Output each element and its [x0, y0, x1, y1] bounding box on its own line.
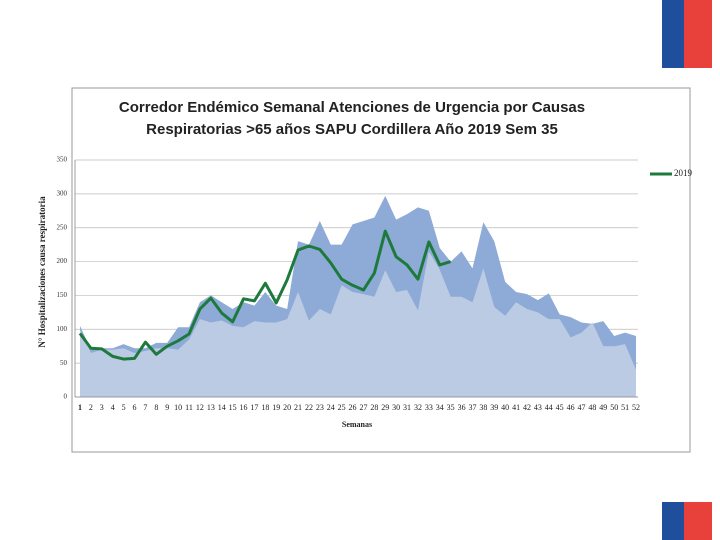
x-tick-label: 24: [327, 403, 335, 412]
x-tick-label: 20: [283, 403, 291, 412]
x-tick-label: 33: [425, 403, 433, 412]
x-tick-label: 4: [111, 403, 115, 412]
y-axis-label: N° Hospitalizaciones causa respiratoria: [37, 196, 47, 348]
x-tick-label: 9: [165, 403, 169, 412]
x-tick-label: 44: [545, 403, 553, 412]
x-tick-label: 49: [599, 403, 607, 412]
y-tick-label: 300: [57, 189, 68, 197]
x-tick-label: 36: [458, 403, 466, 412]
flag-red: [684, 0, 712, 68]
x-tick-label: 29: [381, 403, 389, 412]
y-tick-label: 50: [60, 359, 68, 367]
x-tick-label: 27: [359, 403, 367, 412]
x-tick-label: 2: [89, 403, 93, 412]
x-tick-label: 45: [556, 403, 564, 412]
x-tick-label: 52: [632, 403, 640, 412]
x-tick-label: 51: [621, 403, 629, 412]
y-tick-label: 0: [64, 393, 68, 401]
line: [78, 229, 452, 361]
y-tick-label: 350: [57, 156, 68, 164]
flag-blue: [662, 502, 684, 540]
y-tick-label: 100: [57, 325, 68, 333]
x-tick-label: 48: [588, 403, 596, 412]
x-tick-label: 3: [100, 403, 104, 412]
x-tick-label: 46: [567, 403, 575, 412]
x-tick-label: 43: [534, 403, 542, 412]
x-tick-label: 15: [229, 403, 237, 412]
x-tick-label: 14: [218, 403, 226, 412]
x-tick-label: 8: [154, 403, 158, 412]
y-tick-label: 150: [57, 291, 68, 299]
x-tick-label: 34: [436, 403, 444, 412]
chart-title: Respiratorias >65 años SAPU Cordillera A…: [146, 121, 558, 138]
x-tick-label: 16: [240, 403, 248, 412]
x-tick-label: 47: [577, 403, 585, 412]
x-tick-label: 6: [133, 403, 137, 412]
x-tick-label: 26: [349, 403, 357, 412]
x-tick-label: 32: [414, 403, 422, 412]
x-tick-label: 17: [250, 403, 258, 412]
x-tick-label: 28: [370, 403, 378, 412]
flag-blue: [662, 0, 684, 68]
x-tick-label: 38: [479, 403, 487, 412]
chart-title: Corredor Endémico Semanal Atenciones de …: [119, 99, 585, 116]
x-tick-label: 22: [305, 403, 313, 412]
x-tick-label: 1: [78, 403, 82, 412]
flag-red: [684, 502, 712, 540]
x-tick-label: 7: [143, 403, 147, 412]
x-tick-label: 31: [403, 403, 411, 412]
y-tick-label: 200: [57, 257, 68, 265]
x-tick-label: 18: [261, 403, 269, 412]
x-tick-label: 25: [338, 403, 346, 412]
x-tick-label: 23: [316, 403, 324, 412]
y-tick-label: 250: [57, 223, 68, 231]
x-tick-label: 11: [185, 403, 193, 412]
x-tick-label: 42: [523, 403, 531, 412]
x-tick-label: 50: [610, 403, 618, 412]
x-tick-label: 5: [122, 403, 126, 412]
x-tick-label: 19: [272, 403, 280, 412]
x-tick-label: 13: [207, 403, 215, 412]
x-tick-label: 30: [392, 403, 400, 412]
legend-label: 2019: [674, 168, 693, 178]
x-tick-label: 40: [501, 403, 509, 412]
x-tick-label: 37: [468, 403, 476, 412]
x-tick-label: 35: [447, 403, 455, 412]
area: [80, 251, 636, 397]
x-tick-label: 12: [196, 403, 204, 412]
x-tick-label: 39: [490, 403, 498, 412]
x-axis-label: Semanas: [342, 420, 372, 429]
x-tick-label: 10: [174, 403, 182, 412]
x-tick-label: 21: [294, 403, 302, 412]
x-tick-label: 41: [512, 403, 520, 412]
